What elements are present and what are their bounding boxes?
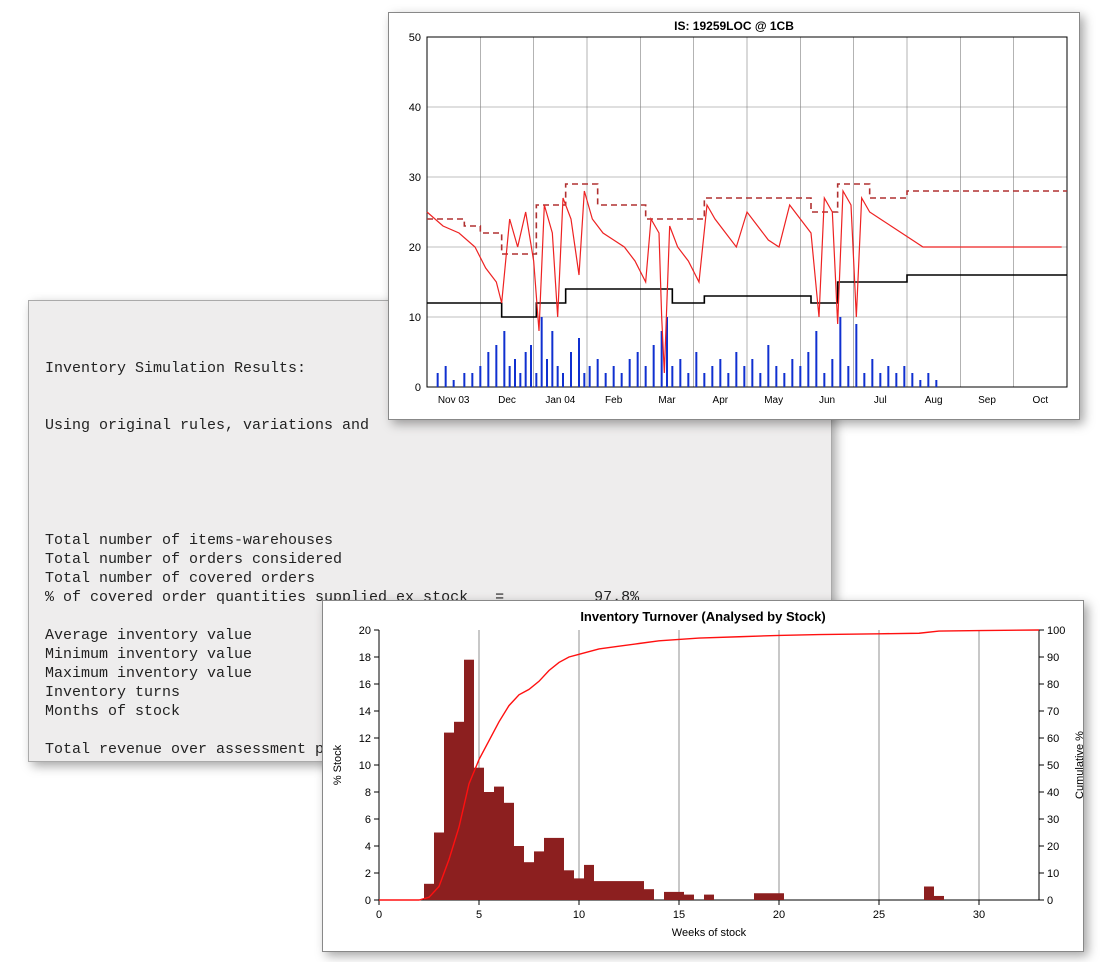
svg-text:Nov 03: Nov 03 bbox=[438, 395, 470, 406]
svg-text:Apr: Apr bbox=[713, 395, 729, 406]
bottom-chart-panel: Inventory Turnover (Analysed by Stock) 0… bbox=[322, 600, 1084, 952]
svg-text:20: 20 bbox=[1047, 841, 1059, 853]
svg-text:2: 2 bbox=[365, 868, 371, 880]
svg-text:20: 20 bbox=[773, 909, 785, 921]
svg-text:Cumulative %: Cumulative % bbox=[1074, 731, 1083, 799]
svg-text:% Stock: % Stock bbox=[332, 744, 344, 785]
svg-text:80: 80 bbox=[1047, 679, 1059, 691]
svg-text:60: 60 bbox=[1047, 733, 1059, 745]
svg-text:20: 20 bbox=[409, 242, 421, 254]
svg-text:Jun: Jun bbox=[819, 395, 835, 406]
svg-text:20: 20 bbox=[359, 625, 371, 637]
svg-text:0: 0 bbox=[415, 382, 421, 394]
top-chart-title: IS: 19259LOC @ 1CB bbox=[389, 13, 1079, 33]
svg-text:0: 0 bbox=[376, 909, 382, 921]
svg-text:5: 5 bbox=[476, 909, 482, 921]
svg-text:10: 10 bbox=[359, 760, 371, 772]
svg-text:100: 100 bbox=[1047, 625, 1065, 637]
svg-text:10: 10 bbox=[1047, 868, 1059, 880]
svg-text:May: May bbox=[764, 395, 783, 406]
svg-text:Oct: Oct bbox=[1033, 395, 1049, 406]
svg-text:0: 0 bbox=[365, 895, 371, 907]
svg-text:40: 40 bbox=[409, 102, 421, 114]
svg-text:90: 90 bbox=[1047, 652, 1059, 664]
svg-text:8: 8 bbox=[365, 787, 371, 799]
svg-text:Aug: Aug bbox=[925, 395, 943, 406]
svg-text:14: 14 bbox=[359, 706, 371, 718]
svg-text:6: 6 bbox=[365, 814, 371, 826]
svg-text:50: 50 bbox=[1047, 760, 1059, 772]
svg-text:Dec: Dec bbox=[498, 395, 516, 406]
svg-text:25: 25 bbox=[873, 909, 885, 921]
svg-text:Mar: Mar bbox=[658, 395, 676, 406]
svg-text:30: 30 bbox=[409, 172, 421, 184]
top-chart-panel: IS: 19259LOC @ 1CB 0 10 20 30 40 50 Nov 03 Dec J… bbox=[388, 12, 1080, 420]
svg-text:10: 10 bbox=[573, 909, 585, 921]
svg-text:18: 18 bbox=[359, 652, 371, 664]
svg-text:30: 30 bbox=[973, 909, 985, 921]
svg-text:10: 10 bbox=[409, 312, 421, 324]
svg-text:Sep: Sep bbox=[978, 395, 996, 406]
svg-text:4: 4 bbox=[365, 841, 371, 853]
svg-text:50: 50 bbox=[409, 33, 421, 44]
svg-text:Jan 04: Jan 04 bbox=[545, 395, 575, 406]
svg-text:15: 15 bbox=[673, 909, 685, 921]
svg-text:0: 0 bbox=[1047, 895, 1053, 907]
svg-text:Weeks of stock: Weeks of stock bbox=[672, 927, 747, 939]
svg-text:Jul: Jul bbox=[874, 395, 887, 406]
bottom-chart-title: Inventory Turnover (Analysed by Stock) bbox=[323, 601, 1083, 624]
svg-text:40: 40 bbox=[1047, 787, 1059, 799]
svg-text:70: 70 bbox=[1047, 706, 1059, 718]
bottom-chart: 0 5 10 15 20 25 30 0 2 4 6 8 10 12 14 16 18 20 0 10 20 30 40 50… bbox=[323, 624, 1083, 948]
svg-text:16: 16 bbox=[359, 679, 371, 691]
svg-text:Feb: Feb bbox=[605, 395, 623, 406]
svg-text:12: 12 bbox=[359, 733, 371, 745]
svg-text:30: 30 bbox=[1047, 814, 1059, 826]
top-chart: 0 10 20 30 40 50 Nov 03 Dec Jan 04 Feb Mar Apr May Ju… bbox=[389, 33, 1079, 419]
